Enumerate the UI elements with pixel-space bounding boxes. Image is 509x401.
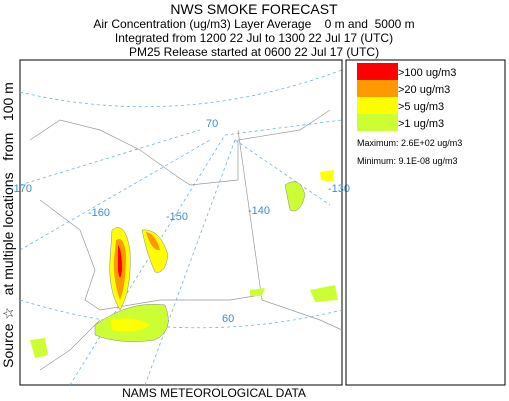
smoke-plumes — [30, 170, 338, 358]
legend-swatch — [357, 80, 398, 97]
footer: NAMS METEOROLOGICAL DATA — [122, 386, 306, 400]
graticule-label: -170 — [10, 183, 32, 195]
title: NWS SMOKE FORECAST — [170, 1, 338, 17]
graticule-label: 70 — [206, 118, 218, 130]
legend-swatch — [357, 97, 398, 114]
subtitle: Air Concentration (ug/m3) Layer Average … — [93, 17, 414, 31]
legend-label: >100 ug/m3 — [398, 67, 456, 79]
maximum: Maximum: 2.6E+02 ug/m3 — [357, 138, 462, 148]
legend-label: >5 ug/m3 — [398, 101, 444, 113]
legend: >100 ug/m3 >20 ug/m3 >5 ug/m3 >1 ug/m3 — [357, 63, 456, 131]
graticule-label: -160 — [88, 207, 110, 219]
subtitle: PM25 Release started at 0600 22 Jul 17 (… — [129, 45, 379, 59]
source-label: Source ☆ at multiple locations from 100 … — [0, 82, 16, 368]
legend-swatch — [357, 63, 398, 80]
legend-label: >20 ug/m3 — [398, 84, 450, 96]
graticule-label: -150 — [166, 211, 188, 223]
legend-swatch — [357, 114, 398, 131]
coastline — [29, 109, 343, 371]
legend-frame — [345, 59, 506, 386]
legend-label: >1 ug/m3 — [398, 118, 444, 130]
graticule-label: -140 — [248, 205, 270, 217]
subtitle: Integrated from 1200 22 Jul to 1300 22 J… — [115, 31, 393, 45]
graticule-label: -130 — [328, 183, 350, 195]
map-frame — [19, 59, 343, 386]
graticule-label: 60 — [222, 313, 234, 325]
graticule — [19, 69, 343, 386]
minimum: Minimum: 9.1E-08 ug/m3 — [357, 156, 458, 166]
